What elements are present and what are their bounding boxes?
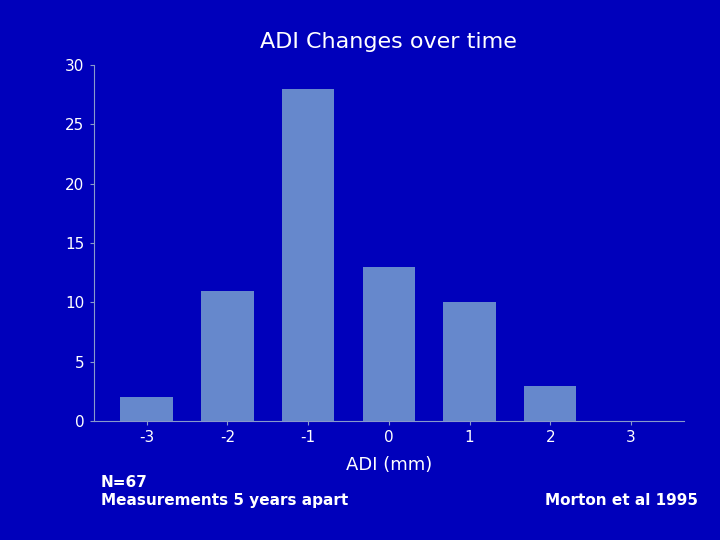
Bar (524, 386, 577, 421)
Title: ADI Changes over time: ADI Changes over time (261, 32, 517, 52)
Bar (444, 302, 496, 421)
Bar (363, 267, 415, 421)
Text: N=67
Measurements 5 years apart: N=67 Measurements 5 years apart (101, 475, 348, 508)
Text: Morton et al 1995: Morton et al 1995 (546, 492, 698, 508)
Bar (282, 89, 334, 421)
Bar (201, 291, 253, 421)
Bar (120, 397, 173, 421)
X-axis label: ADI (mm): ADI (mm) (346, 456, 432, 474)
